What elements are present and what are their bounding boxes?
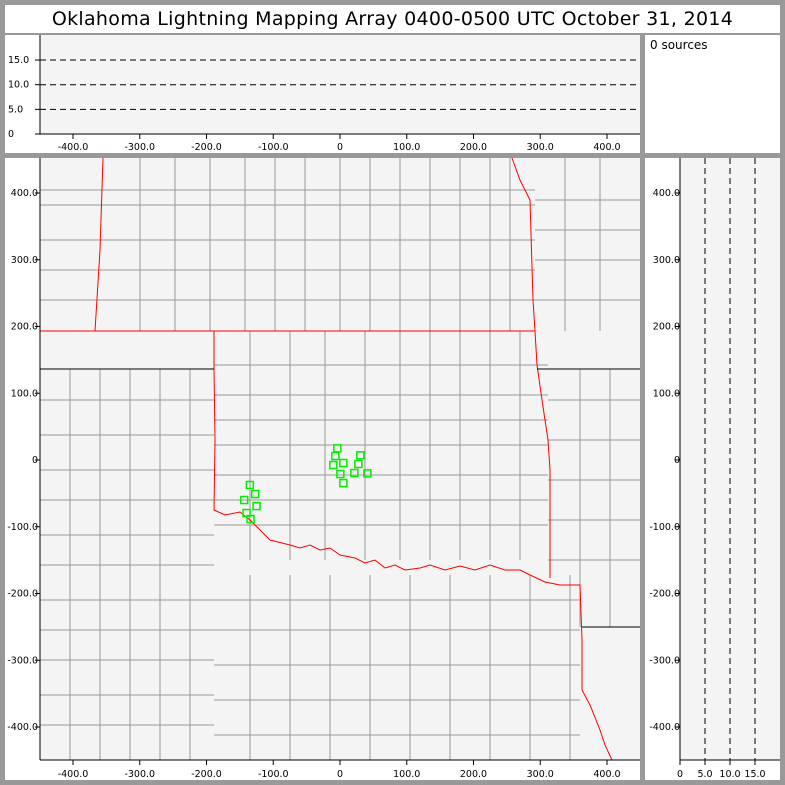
station-marker <box>239 495 249 505</box>
station-marker <box>336 469 345 479</box>
x-tick-label: 0 <box>337 142 343 153</box>
sources-count: 0 sources <box>650 38 708 52</box>
y-tick-label: 10.0 <box>8 80 29 91</box>
x-tick-label: 10.0 <box>719 769 740 780</box>
y-tick-label: -100.0 <box>649 522 680 533</box>
x-tick-label: 15.0 <box>744 769 765 780</box>
y-tick-label: -300.0 <box>7 655 38 666</box>
x-tick-label: 200.0 <box>460 142 487 153</box>
station-marker <box>339 458 348 468</box>
y-tick-label: -200.0 <box>7 589 38 600</box>
y-tick-label: 15.0 <box>8 55 29 66</box>
x-tick-label: -400.0 <box>58 142 89 153</box>
x-tick-label: 400.0 <box>593 769 620 780</box>
county-borders <box>40 158 640 760</box>
x-tick-label: -100.0 <box>258 769 289 780</box>
station-marker <box>331 451 340 461</box>
x-tick-label: 0 <box>677 769 683 780</box>
x-tick-label: 200.0 <box>460 769 487 780</box>
station-marker <box>245 480 255 490</box>
station-marker <box>363 469 372 478</box>
sources-panel: 0 sources <box>645 35 780 153</box>
y-tick-label: 0 <box>32 455 38 466</box>
x-tick-label: 0 <box>337 769 343 780</box>
station-marker <box>354 459 363 469</box>
state-borders <box>40 157 640 761</box>
y-tick-label: 300.0 <box>653 255 680 266</box>
x-tick-label: -300.0 <box>124 769 155 780</box>
plot-title: Oklahoma Lightning Mapping Array 0400-05… <box>5 5 780 33</box>
y-tick-label: 200.0 <box>653 322 680 333</box>
x-tick-label: -200.0 <box>191 769 222 780</box>
station-marker <box>356 451 365 460</box>
y-tick-label: 400.0 <box>11 188 38 199</box>
x-tick-label: -300.0 <box>124 142 155 153</box>
y-tick-label: 100.0 <box>653 388 680 399</box>
x-tick-label: -200.0 <box>191 142 222 153</box>
x-tick-label: 100.0 <box>393 769 420 780</box>
y-tick-label: -400.0 <box>7 722 38 733</box>
station-marker <box>329 460 338 470</box>
y-tick-label: 5.0 <box>8 104 23 115</box>
y-tick-label: -300.0 <box>649 655 680 666</box>
y-tick-label: 300.0 <box>11 255 38 266</box>
y-tick-label: 100.0 <box>11 388 38 399</box>
x-tick-label: 300.0 <box>527 142 554 153</box>
x-tick-label: -400.0 <box>58 769 89 780</box>
y-tick-label: -200.0 <box>649 589 680 600</box>
y-tick-label: 0 <box>674 455 680 466</box>
x-tick-label: 5.0 <box>697 769 712 780</box>
y-tick-label: 200.0 <box>11 322 38 333</box>
y-tick-label: 400.0 <box>653 188 680 199</box>
y-tick-label: 0 <box>8 129 14 140</box>
y-tick-label: -400.0 <box>649 722 680 733</box>
station-marker <box>246 514 255 524</box>
x-tick-label: 400.0 <box>593 142 620 153</box>
station-markers <box>239 444 372 524</box>
x-tick-label: 300.0 <box>527 769 554 780</box>
station-marker <box>339 478 348 488</box>
y-tick-label: -100.0 <box>7 522 38 533</box>
station-marker <box>350 468 359 478</box>
x-tick-label: 100.0 <box>393 142 420 153</box>
station-marker <box>252 501 261 511</box>
station-marker <box>250 489 260 499</box>
x-tick-label: -100.0 <box>258 142 289 153</box>
